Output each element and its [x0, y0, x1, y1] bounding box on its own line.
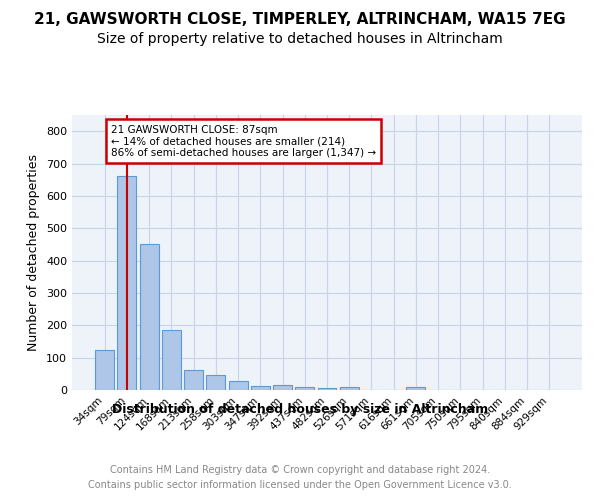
Bar — [206, 376, 225, 390]
Bar — [251, 386, 270, 390]
Bar — [118, 176, 136, 390]
Y-axis label: Number of detached properties: Number of detached properties — [28, 154, 40, 351]
Bar — [406, 388, 425, 390]
Text: 21, GAWSWORTH CLOSE, TIMPERLEY, ALTRINCHAM, WA15 7EG: 21, GAWSWORTH CLOSE, TIMPERLEY, ALTRINCH… — [34, 12, 566, 28]
Bar — [162, 330, 181, 390]
Bar — [95, 350, 114, 390]
Text: Contains public sector information licensed under the Open Government Licence v3: Contains public sector information licen… — [88, 480, 512, 490]
Bar — [229, 381, 248, 390]
Bar — [340, 388, 359, 390]
Bar — [184, 370, 203, 390]
Text: 21 GAWSWORTH CLOSE: 87sqm
← 14% of detached houses are smaller (214)
86% of semi: 21 GAWSWORTH CLOSE: 87sqm ← 14% of detac… — [111, 124, 376, 158]
Text: Contains HM Land Registry data © Crown copyright and database right 2024.: Contains HM Land Registry data © Crown c… — [110, 465, 490, 475]
Text: Size of property relative to detached houses in Altrincham: Size of property relative to detached ho… — [97, 32, 503, 46]
Bar — [317, 388, 337, 390]
Bar — [273, 385, 292, 390]
Text: Distribution of detached houses by size in Altrincham: Distribution of detached houses by size … — [112, 402, 488, 415]
Bar — [140, 244, 158, 390]
Bar — [295, 387, 314, 390]
